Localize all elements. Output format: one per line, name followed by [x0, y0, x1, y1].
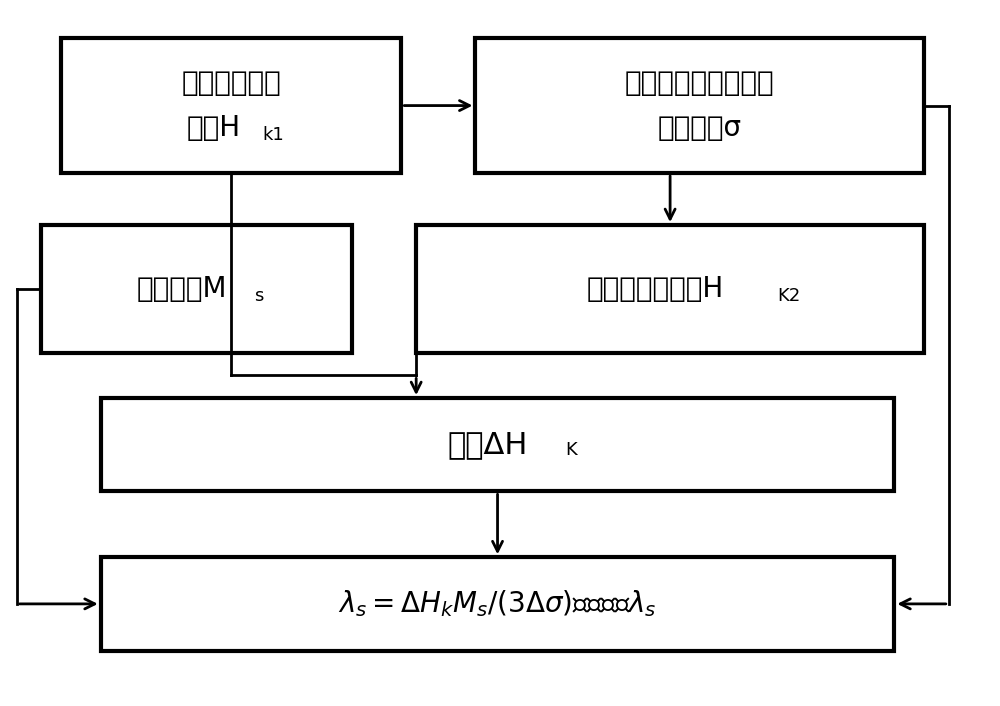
Text: 薄膜H: 薄膜H — [186, 114, 241, 143]
FancyBboxPatch shape — [41, 225, 352, 353]
Text: k1: k1 — [263, 126, 285, 144]
Text: K2: K2 — [777, 287, 800, 305]
Text: 应力下测试薄膜H: 应力下测试薄膜H — [587, 275, 724, 303]
Text: 利用模具对柔性薄膜: 利用模具对柔性薄膜 — [625, 68, 774, 97]
Text: K: K — [566, 441, 577, 459]
Text: 无应力下测试: 无应力下测试 — [181, 68, 281, 97]
Text: 柔性薄膜M: 柔性薄膜M — [137, 275, 227, 303]
FancyBboxPatch shape — [101, 557, 894, 651]
Text: 施加应力σ: 施加应力σ — [658, 114, 742, 143]
FancyBboxPatch shape — [61, 38, 401, 173]
FancyBboxPatch shape — [475, 38, 924, 173]
Text: 得出ΔH: 得出ΔH — [447, 430, 528, 459]
FancyBboxPatch shape — [416, 225, 924, 353]
Text: $\lambda_s=\Delta H_kM_s/(3\Delta\sigma)$，计算出$\lambda_s$: $\lambda_s=\Delta H_kM_s/(3\Delta\sigma)… — [338, 589, 657, 619]
Text: s: s — [254, 287, 264, 305]
FancyBboxPatch shape — [101, 398, 894, 491]
